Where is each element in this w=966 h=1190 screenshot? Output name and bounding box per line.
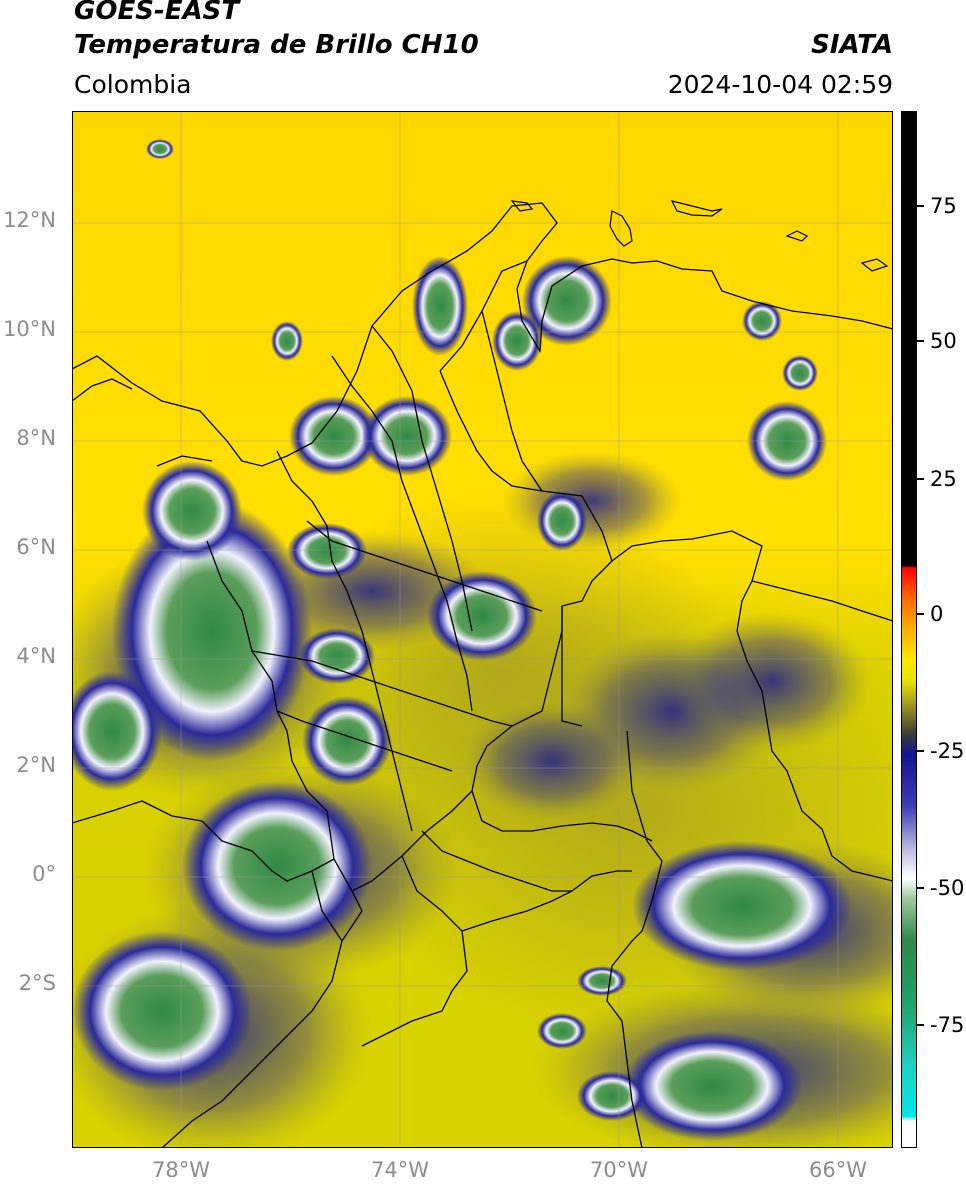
lon-tick-label: 66°W [809,1158,867,1182]
grid-lines [72,111,893,1148]
colorbar-tick [917,478,924,480]
country-borders [72,202,893,1148]
lon-tick-label: 74°W [371,1158,429,1182]
colorbar-tick-label: 50 [930,329,957,353]
lat-tick-label: 8°N [16,426,56,450]
lat-tick-label: 4°N [16,644,56,668]
colorbar-tick [917,887,924,889]
caribbean-islands [510,200,889,272]
colorbar-tick [917,1024,924,1026]
product-title: Temperatura de Brillo CH10 [74,30,479,60]
lon-tick-label: 70°W [590,1158,648,1182]
satellite-title: GOES-EAST [74,0,240,26]
lat-tick-label: 6°N [16,535,56,559]
lat-tick-label: 2°S [18,971,56,995]
region-label: Colombia [74,70,192,99]
colorbar-tick [917,613,924,615]
timestamp-label: 2024-10-04 02:59 [667,70,893,99]
lat-tick-label: 10°N [3,317,56,341]
cloud-layer [72,139,852,1141]
lat-tick-label: 12°N [3,208,56,232]
lat-tick-label: 2°N [16,753,56,777]
brand-label: SIATA [811,30,893,60]
map-frame [72,111,893,1148]
colorbar-tick-label: -25 [930,739,965,763]
colorbar-tick-label: 25 [930,467,957,491]
colorbar-tick-label: -75 [930,1013,965,1037]
lat-tick-label: 0° [32,862,56,886]
colorbar-tick [917,340,924,342]
colorbar-tick [917,750,924,752]
colorbar-tick-label: 75 [930,194,957,218]
colorbar-tick-label: -50 [930,876,965,900]
colorbar-tick [917,205,924,207]
lon-tick-label: 78°W [152,1158,210,1182]
colorbar-tick-label: 0 [930,602,944,626]
colorbar [901,111,917,1148]
satellite-map[interactable] [72,111,893,1148]
